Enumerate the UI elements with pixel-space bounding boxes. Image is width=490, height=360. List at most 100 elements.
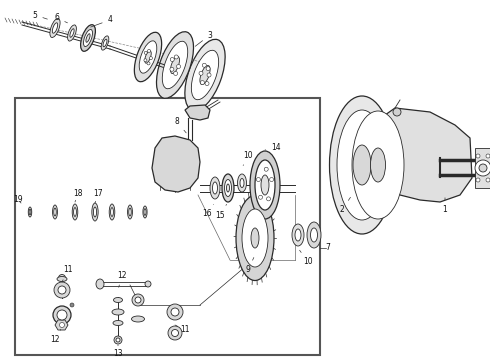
Ellipse shape (103, 39, 107, 47)
Polygon shape (372, 108, 472, 202)
Ellipse shape (240, 179, 244, 188)
Ellipse shape (114, 297, 122, 302)
Ellipse shape (28, 207, 32, 217)
Text: 11: 11 (175, 325, 190, 334)
Circle shape (205, 82, 209, 86)
Ellipse shape (242, 209, 268, 267)
Ellipse shape (70, 29, 74, 37)
Text: 10: 10 (299, 250, 313, 266)
Ellipse shape (80, 25, 96, 51)
Ellipse shape (114, 336, 122, 344)
Text: 11: 11 (62, 266, 73, 282)
Ellipse shape (135, 297, 141, 303)
Polygon shape (185, 105, 210, 120)
Circle shape (256, 177, 260, 181)
Circle shape (476, 178, 480, 182)
Ellipse shape (94, 207, 97, 217)
Ellipse shape (131, 316, 145, 322)
Text: 15: 15 (215, 204, 226, 220)
Ellipse shape (200, 66, 210, 85)
Ellipse shape (29, 209, 31, 215)
Circle shape (393, 108, 401, 116)
Ellipse shape (58, 274, 66, 282)
Ellipse shape (222, 174, 234, 202)
Ellipse shape (54, 282, 70, 298)
Ellipse shape (168, 326, 182, 340)
Ellipse shape (54, 208, 56, 216)
Ellipse shape (261, 175, 269, 195)
Circle shape (199, 71, 203, 75)
Text: 14: 14 (265, 144, 281, 153)
Polygon shape (152, 136, 200, 192)
Ellipse shape (226, 184, 229, 192)
Ellipse shape (113, 320, 123, 325)
Text: 16: 16 (202, 204, 214, 219)
Ellipse shape (58, 286, 66, 294)
Text: 8: 8 (174, 117, 186, 133)
Circle shape (486, 178, 490, 182)
Circle shape (144, 51, 147, 54)
Circle shape (486, 154, 490, 158)
Ellipse shape (92, 203, 98, 221)
Ellipse shape (210, 177, 220, 199)
Bar (15, 98, 320, 355)
Ellipse shape (86, 34, 90, 42)
Circle shape (170, 67, 174, 71)
Circle shape (147, 62, 150, 65)
Ellipse shape (250, 151, 280, 219)
Ellipse shape (238, 174, 246, 192)
Ellipse shape (171, 57, 179, 73)
Circle shape (207, 73, 211, 77)
Circle shape (270, 177, 273, 181)
Text: 3: 3 (195, 31, 213, 46)
Text: 7: 7 (325, 243, 330, 252)
Circle shape (476, 154, 480, 158)
Circle shape (170, 58, 174, 62)
Ellipse shape (72, 204, 78, 220)
Text: 17: 17 (93, 189, 103, 203)
Circle shape (174, 55, 178, 59)
Ellipse shape (144, 209, 146, 215)
Ellipse shape (171, 308, 179, 316)
Ellipse shape (337, 110, 387, 220)
Ellipse shape (134, 32, 162, 82)
Circle shape (264, 167, 268, 171)
Text: 2: 2 (340, 197, 350, 215)
Ellipse shape (129, 208, 131, 216)
Text: 5: 5 (32, 10, 48, 19)
Ellipse shape (236, 195, 274, 280)
Ellipse shape (162, 41, 188, 89)
Ellipse shape (83, 30, 93, 46)
Circle shape (200, 81, 204, 85)
Circle shape (479, 164, 487, 172)
Ellipse shape (295, 229, 301, 241)
Bar (475, 148, 490, 188)
Circle shape (70, 303, 74, 307)
Ellipse shape (307, 222, 321, 248)
Circle shape (147, 49, 150, 53)
Polygon shape (55, 320, 68, 330)
Text: 10: 10 (243, 150, 253, 166)
Circle shape (206, 67, 210, 71)
Text: 4: 4 (91, 15, 112, 27)
Ellipse shape (68, 25, 76, 41)
Ellipse shape (352, 111, 404, 219)
Ellipse shape (353, 145, 371, 185)
Circle shape (259, 195, 263, 199)
Circle shape (144, 59, 147, 62)
Ellipse shape (52, 205, 57, 219)
Ellipse shape (96, 279, 104, 289)
Ellipse shape (370, 148, 386, 182)
Ellipse shape (109, 204, 115, 220)
Ellipse shape (57, 276, 67, 282)
Ellipse shape (143, 206, 147, 218)
Circle shape (149, 57, 152, 60)
Circle shape (202, 63, 206, 67)
Ellipse shape (101, 36, 109, 50)
Ellipse shape (145, 281, 151, 287)
Ellipse shape (167, 304, 183, 320)
Circle shape (59, 323, 65, 328)
Text: 13: 13 (113, 345, 123, 357)
Circle shape (475, 160, 490, 176)
Ellipse shape (185, 39, 225, 111)
